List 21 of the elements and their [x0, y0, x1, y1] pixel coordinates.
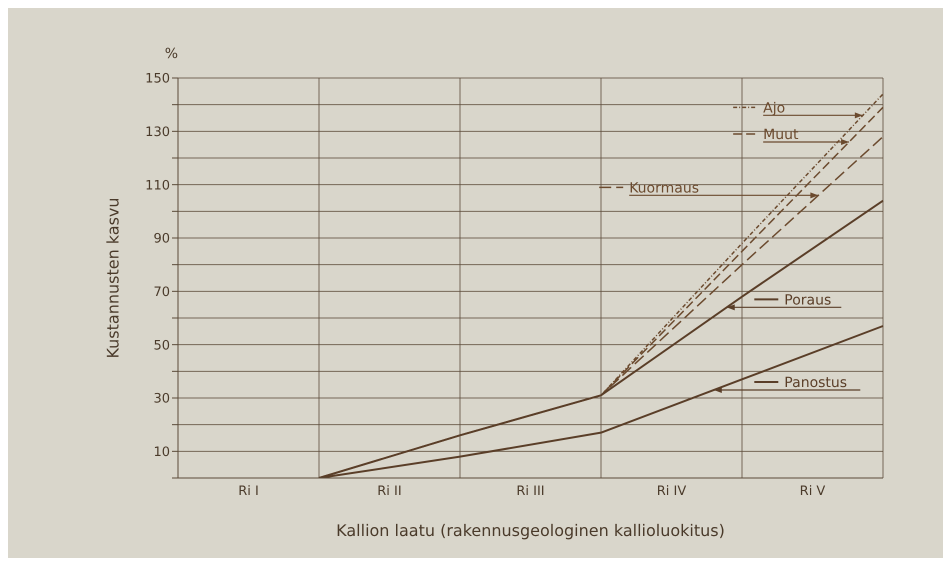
text: % [164, 46, 178, 62]
y-tick-label: 70 [153, 284, 170, 300]
x-tick-label: Ri II [377, 484, 402, 500]
x-tick-label: Ri I [238, 484, 259, 500]
y-tick-label: 30 [153, 392, 170, 407]
legend-label: Ajo [763, 100, 786, 116]
y-tick-label: 130 [145, 124, 170, 140]
x-tick-label: Ri V [800, 484, 826, 500]
y-tick-label: 10 [153, 444, 170, 460]
x-tick-label: Ri III [516, 484, 545, 500]
x-axis-title: Kallion laatu (rakennusgeologinen kallioluokitus) [336, 521, 725, 540]
y-tick-label: 150 [145, 72, 170, 87]
x-tick-label: Ri IV [656, 484, 686, 500]
y-tick-label: 90 [153, 232, 170, 247]
legend-label: Muut [763, 127, 799, 143]
y-axis-title: Kustannusten kasvu [104, 197, 123, 359]
y-tick-label: 50 [153, 338, 170, 354]
legend-label: Kuormaus [629, 180, 700, 196]
legend-label: Panostus [784, 375, 848, 391]
legend-label: Poraus [784, 292, 832, 308]
y-tick-label: 110 [145, 178, 170, 194]
